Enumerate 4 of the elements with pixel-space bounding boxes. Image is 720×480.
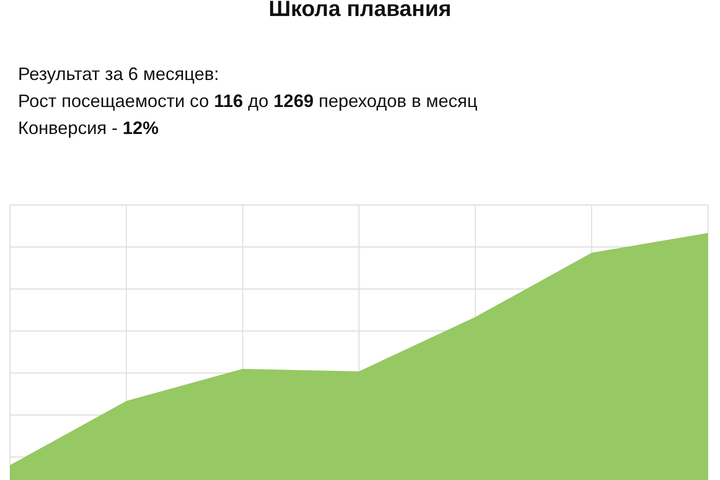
chart-title: Школа плавания <box>268 0 452 21</box>
text: Конверсия - 12% <box>18 118 159 138</box>
text: Результат за 6 месяцев: <box>18 64 219 84</box>
text: Рост посещаемости со 116 до 1269 переходов в месяц <box>18 91 478 111</box>
